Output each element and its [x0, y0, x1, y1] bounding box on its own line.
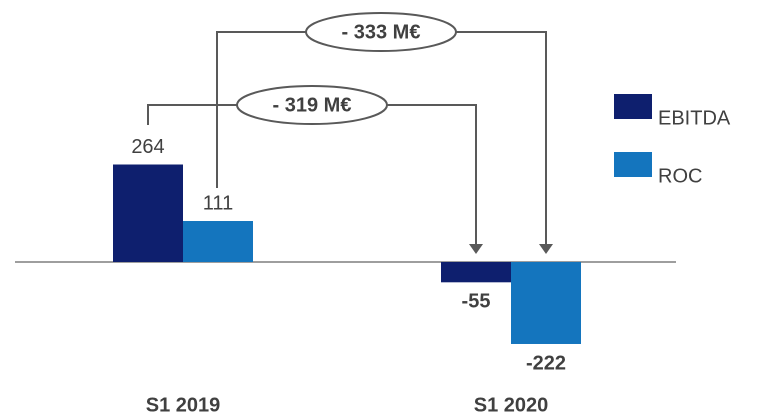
annotation-text-0: - 333 M€ — [342, 21, 421, 43]
annotation-bubble-1 — [236, 85, 388, 125]
bar-roc-1 — [511, 262, 581, 344]
data-label-ebitda-1: -55 — [462, 291, 491, 313]
annotation-bubble-0 — [305, 12, 457, 52]
data-label-roc-0: 111 — [203, 192, 233, 214]
category-label-1: S1 2020 — [474, 394, 549, 416]
connector-arrow-ebitda — [469, 244, 483, 254]
bar-ebitda-0 — [113, 164, 183, 262]
legend-swatch-ebitda — [614, 94, 652, 119]
labels-layer: 264 -55 111 -222 S1 2019 S1 2020 — [131, 136, 566, 416]
connector-line-roc — [216, 31, 547, 246]
annotation-text-1: - 319 M€ — [273, 94, 352, 116]
category-label-0: S1 2019 — [146, 394, 221, 416]
legend: EBITDA ROC — [614, 94, 731, 187]
bars-layer — [113, 164, 581, 344]
connectors-layer: - 333 M€ - 319 M€ — [147, 12, 553, 254]
legend-label-roc: ROC — [658, 165, 702, 187]
connector-arrow-roc — [539, 244, 553, 254]
legend-label-ebitda: EBITDA — [658, 107, 731, 129]
data-label-ebitda-0: 264 — [131, 136, 164, 158]
bar-ebitda-1 — [441, 262, 511, 283]
legend-swatch-roc — [614, 152, 652, 177]
bar-roc-0 — [183, 221, 253, 262]
data-label-roc-1: -222 — [526, 352, 566, 374]
